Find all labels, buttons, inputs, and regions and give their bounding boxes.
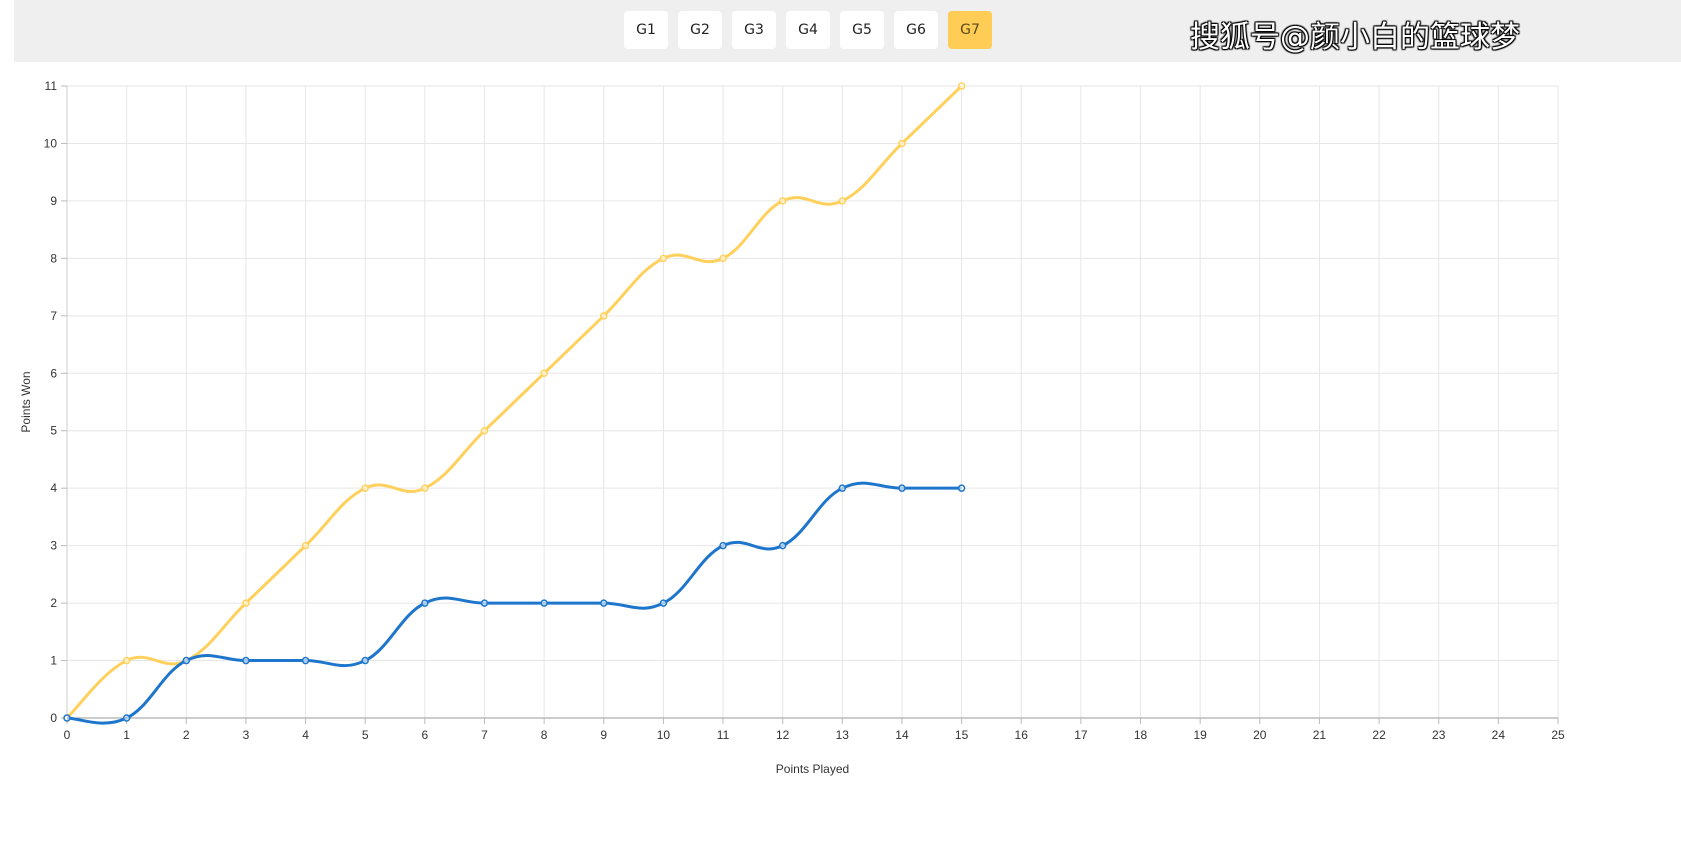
x-tick-label: 3	[243, 728, 250, 742]
data-point[interactable]	[361, 484, 369, 492]
data-point[interactable]	[957, 484, 966, 492]
top-toolbar: G1 G2 G3 G4 G5 G6 G7	[14, 0, 1681, 62]
line-chart: 0 1 2 3 4 5 6 7 8 9 10 11 12 13 14 15 16 17 18 19 20 21 22 23 24…	[19, 79, 1565, 776]
data-point[interactable]	[838, 197, 847, 205]
tab-g3[interactable]: G3	[732, 11, 776, 49]
x-tick-label: 19	[1193, 728, 1207, 742]
y-tick-label: 7	[50, 309, 57, 323]
x-tick-label: 0	[64, 728, 71, 742]
y-axis-title: Points Won	[19, 371, 33, 432]
x-tick-label: 20	[1253, 728, 1267, 742]
y-tick-label: 5	[50, 424, 57, 438]
x-tick-label: 12	[776, 728, 790, 742]
tab-g6[interactable]: G6	[894, 11, 938, 49]
tab-g1[interactable]: G1	[624, 11, 668, 49]
x-tick-label: 9	[600, 728, 607, 742]
watermark: 搜狐号@颜小白的篮球梦	[1190, 20, 1520, 55]
x-tick-label: 18	[1134, 728, 1148, 742]
data-point[interactable]	[540, 599, 548, 607]
series-line-2	[66, 481, 962, 725]
x-tick-label: 15	[955, 728, 969, 742]
series-line-1	[65, 84, 963, 720]
x-tick-label: 22	[1372, 728, 1386, 742]
x-tick-label: 6	[421, 728, 428, 742]
x-tick-label: 17	[1074, 728, 1088, 742]
x-tick-label: 21	[1313, 728, 1327, 742]
y-tick-label: 3	[50, 539, 57, 553]
tab-g5[interactable]: G5	[840, 11, 884, 49]
y-tick-label: 11	[45, 79, 58, 93]
data-point[interactable]	[480, 599, 489, 607]
y-tick-label: 4	[50, 481, 57, 495]
data-point[interactable]	[242, 599, 250, 607]
data-point[interactable]	[361, 656, 369, 665]
data-point[interactable]	[63, 714, 71, 722]
x-tick-label: 4	[302, 728, 309, 742]
x-tick-label: 23	[1432, 728, 1446, 742]
tab-g7[interactable]: G7	[948, 11, 992, 49]
x-tick-label: 25	[1551, 728, 1565, 742]
data-point[interactable]	[957, 82, 966, 90]
data-point[interactable]	[301, 656, 310, 665]
data-point[interactable]	[421, 599, 429, 607]
x-tick-label: 8	[541, 728, 548, 742]
data-point[interactable]	[898, 139, 906, 148]
x-tick-label: 14	[895, 728, 909, 742]
x-tick-label: 13	[836, 728, 850, 742]
data-point[interactable]	[122, 714, 131, 722]
data-point[interactable]	[301, 541, 310, 550]
data-point[interactable]	[659, 254, 668, 263]
x-axis-title: Points Played	[776, 762, 849, 776]
chart-series	[63, 82, 966, 725]
tab-g4[interactable]: G4	[786, 11, 830, 49]
x-tick-label: 7	[481, 728, 488, 742]
data-point[interactable]	[719, 254, 727, 263]
data-point[interactable]	[421, 484, 429, 492]
data-point[interactable]	[480, 426, 489, 435]
y-tick-label: 0	[50, 711, 57, 725]
data-point[interactable]	[659, 599, 668, 607]
x-tick-label: 5	[362, 728, 369, 742]
x-axis-ticks: 0 1 2 3 4 5 6 7 8 9 10 11 12 13 14 15 16 17 18 19 20 21 22 23 24…	[64, 718, 1565, 742]
data-point[interactable]	[242, 656, 250, 665]
x-tick-label: 24	[1492, 728, 1506, 742]
data-point[interactable]	[838, 484, 847, 492]
data-point[interactable]	[719, 541, 727, 550]
x-tick-label: 10	[657, 728, 671, 742]
data-point[interactable]	[898, 484, 906, 492]
data-point[interactable]	[600, 599, 608, 607]
y-tick-label: 6	[50, 366, 57, 380]
data-point[interactable]	[600, 312, 608, 320]
x-tick-label: 11	[717, 728, 730, 742]
y-tick-label: 2	[50, 596, 57, 610]
data-point[interactable]	[122, 656, 131, 665]
chart-grid	[66, 85, 1559, 719]
data-point[interactable]	[540, 369, 548, 378]
data-point[interactable]	[778, 541, 787, 550]
y-tick-label: 8	[50, 251, 57, 265]
chart-axes	[66, 86, 1558, 719]
x-tick-label: 2	[183, 728, 190, 742]
y-tick-label: 10	[44, 136, 58, 150]
data-point[interactable]	[182, 656, 191, 665]
y-tick-label: 1	[50, 654, 57, 668]
tab-g2[interactable]: G2	[678, 11, 722, 49]
x-tick-label: 16	[1015, 728, 1029, 742]
game-tabs: G1 G2 G3 G4 G5 G6 G7	[624, 11, 992, 49]
y-tick-label: 9	[50, 194, 57, 208]
x-tick-label: 1	[123, 728, 130, 742]
y-axis-ticks: 0 1 2 3 4 5 6 7 8 9 10 11	[44, 79, 67, 725]
data-point[interactable]	[778, 197, 787, 205]
